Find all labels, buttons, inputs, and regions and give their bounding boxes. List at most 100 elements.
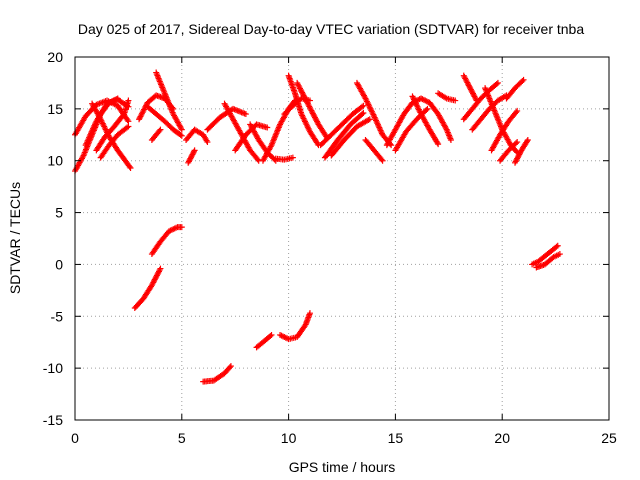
series-track-ac — [328, 116, 373, 159]
data-point — [556, 251, 563, 258]
y-tick-label: -15 — [43, 412, 63, 428]
data-point — [553, 243, 560, 250]
chart-title: Day 025 of 2017, Sidereal Day-to-day VTE… — [78, 21, 585, 37]
data-point — [178, 126, 185, 133]
series-track-n — [185, 147, 198, 166]
series-track-ah — [409, 93, 442, 148]
series-track-ag — [392, 105, 431, 154]
data-points — [72, 69, 563, 385]
series-track-aq — [503, 76, 527, 102]
data-point — [360, 102, 367, 109]
data-point — [127, 164, 134, 171]
data-point — [452, 97, 459, 104]
series-track-c — [82, 96, 132, 149]
data-point — [378, 156, 385, 163]
series-track-m — [183, 126, 211, 146]
series-track-ap — [497, 139, 521, 164]
data-point — [125, 97, 132, 104]
series-track-z — [294, 79, 331, 141]
grid — [75, 57, 609, 420]
data-point — [124, 117, 131, 124]
data-point — [424, 105, 431, 112]
data-point — [156, 127, 163, 134]
data-point — [435, 141, 442, 148]
data-point — [520, 76, 527, 83]
series-track-l — [148, 126, 164, 143]
data-point — [254, 156, 261, 163]
data-point — [157, 265, 164, 272]
series-track-v — [277, 310, 313, 343]
data-point — [524, 138, 531, 145]
data-point — [494, 79, 501, 86]
x-tick-label: 0 — [71, 430, 79, 446]
series-track-h — [148, 224, 185, 258]
data-point — [264, 124, 271, 131]
data-point — [514, 107, 521, 114]
data-point — [267, 332, 274, 339]
data-point — [125, 123, 132, 130]
data-point — [512, 140, 519, 147]
data-point — [379, 157, 386, 164]
data-point — [226, 364, 233, 371]
data-point — [204, 139, 211, 146]
series-track-o — [200, 363, 234, 385]
data-point — [493, 80, 500, 87]
data-point — [185, 158, 192, 165]
x-tick-label: 5 — [178, 430, 186, 446]
x-tick-label: 20 — [494, 430, 510, 446]
x-tick-label: 10 — [281, 430, 297, 446]
data-point — [126, 163, 133, 170]
series-track-as — [529, 242, 561, 268]
series-track-g — [131, 265, 164, 311]
series-track-w — [272, 154, 296, 163]
data-point — [268, 331, 275, 338]
axes: 0 5 10 15 20 25 -15 -10 -5 0 5 10 15 20 — [43, 49, 617, 446]
y-tick-label: 15 — [47, 101, 63, 117]
series-track-q — [221, 100, 262, 164]
data-point — [178, 132, 185, 139]
data-point — [124, 124, 131, 131]
y-tick-label: 5 — [55, 205, 63, 221]
data-point — [434, 139, 441, 146]
x-tick-label: 25 — [601, 430, 617, 446]
x-axis-label: GPS time / hours — [289, 459, 396, 475]
series-track-u — [253, 331, 275, 351]
data-point — [524, 136, 531, 143]
y-tick-label: -10 — [43, 360, 63, 376]
data-point — [178, 224, 185, 231]
series-track-ae — [362, 136, 386, 164]
data-point — [227, 363, 234, 370]
series-track-f — [97, 123, 132, 161]
data-point — [359, 111, 366, 118]
series-track-at — [533, 251, 563, 271]
data-point — [157, 126, 164, 133]
data-point — [289, 154, 296, 161]
data-point — [306, 310, 313, 317]
y-tick-label: 10 — [47, 153, 63, 169]
series-track-ar — [512, 136, 531, 166]
data-point — [447, 136, 454, 143]
data-point — [366, 116, 373, 123]
y-axis-label: SDTVAR / TECUs — [7, 182, 23, 294]
data-point — [554, 242, 561, 249]
x-tick-label: 15 — [388, 430, 404, 446]
data-point — [185, 159, 192, 166]
data-point — [423, 107, 430, 114]
data-point — [514, 139, 521, 146]
data-point — [242, 111, 249, 118]
data-point — [177, 131, 184, 138]
series-track-p — [204, 105, 249, 133]
series-track-j — [144, 103, 185, 139]
series-track-al — [460, 79, 501, 123]
data-point — [513, 109, 520, 116]
data-point — [519, 78, 526, 85]
plot-frame — [74, 56, 610, 421]
series-track-ai — [418, 95, 454, 143]
y-tick-label: 0 — [55, 256, 63, 272]
data-point — [156, 266, 163, 273]
series-track-k — [153, 69, 185, 133]
series-track-aa — [317, 102, 367, 149]
y-tick-label: 20 — [47, 49, 63, 65]
